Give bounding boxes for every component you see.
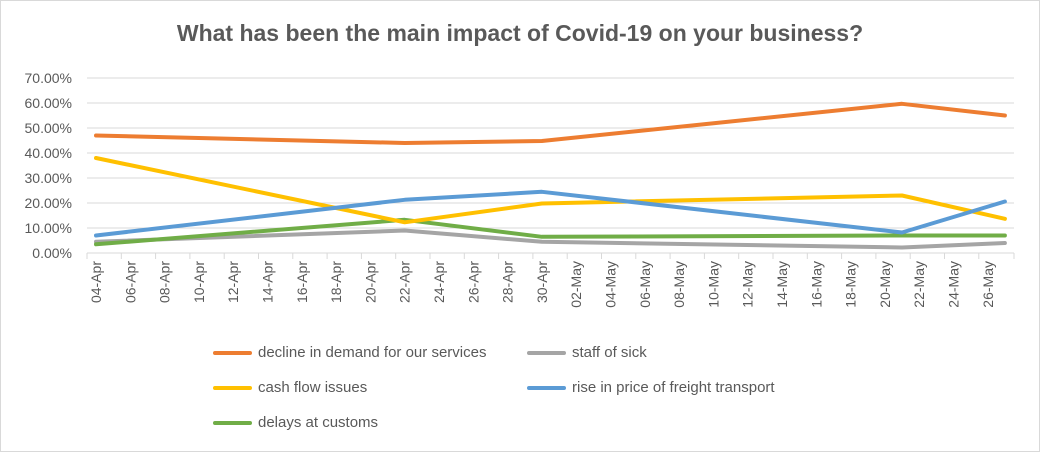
x-tick-label: 22-Apr xyxy=(397,261,413,303)
legend-item-3: rise in price of freight transport xyxy=(527,379,775,396)
legend-swatch xyxy=(527,350,566,355)
chart-title: What has been the main impact of Covid-1… xyxy=(176,20,864,46)
legend-label: delays at customs xyxy=(258,414,379,431)
x-tick-label: 16-May xyxy=(808,261,824,308)
legend-item-0: decline in demand for our services xyxy=(213,344,486,361)
x-tick-label: 30-Apr xyxy=(534,261,550,303)
legend-item-1: staff of sick xyxy=(527,344,647,361)
x-tick-label: 22-May xyxy=(911,261,927,308)
x-tick-label: 14-Apr xyxy=(260,261,276,303)
y-tick-label: 30.00% xyxy=(25,170,72,186)
legend-label: decline in demand for our services xyxy=(258,344,487,361)
y-tick-label: 70.00% xyxy=(25,70,72,86)
x-tick-label: 20-May xyxy=(877,261,893,308)
series-line-3 xyxy=(94,189,1007,238)
y-tick-label: 10.00% xyxy=(25,220,72,236)
legend-label: cash flow issues xyxy=(258,379,368,396)
series-line-2 xyxy=(94,156,1007,225)
y-tick-label: 0.00% xyxy=(32,245,72,261)
legend-swatch xyxy=(213,350,252,355)
legend-swatch xyxy=(213,420,252,425)
x-tick-label: 18-Apr xyxy=(328,261,344,303)
x-tick-label: 04-Apr xyxy=(88,261,104,303)
legend-swatch xyxy=(213,385,252,390)
x-tick-label: 12-May xyxy=(740,261,756,308)
y-tick-label: 40.00% xyxy=(25,145,72,161)
legend-swatch xyxy=(527,385,566,390)
x-tick-label: 02-May xyxy=(568,261,584,308)
y-tick-label: 20.00% xyxy=(25,195,72,211)
x-tick-label: 10-May xyxy=(705,261,721,308)
x-tick-label: 20-Apr xyxy=(362,261,378,303)
legend-item-2: cash flow issues xyxy=(213,379,367,396)
x-tick-label: 14-May xyxy=(774,261,790,308)
y-tick-label: 60.00% xyxy=(25,95,72,111)
legend-label: staff of sick xyxy=(572,344,647,361)
x-tick-label: 08-May xyxy=(671,261,687,308)
x-tick-label: 10-Apr xyxy=(191,261,207,303)
x-tick-label: 06-May xyxy=(637,261,653,308)
series-line-0 xyxy=(94,101,1007,145)
x-tick-label: 08-Apr xyxy=(157,261,173,303)
x-tick-label: 26-Apr xyxy=(465,261,481,303)
x-tick-label: 18-May xyxy=(843,261,859,308)
series-line-4 xyxy=(94,217,1007,247)
x-tick-label: 24-Apr xyxy=(431,261,447,303)
x-tick-label: 28-Apr xyxy=(500,261,516,303)
series-line-1 xyxy=(94,228,1007,250)
x-tick-label: 16-Apr xyxy=(294,261,310,303)
y-tick-label: 50.00% xyxy=(25,120,72,136)
x-tick-label: 24-May xyxy=(946,261,962,308)
legend-item-4: delays at customs xyxy=(213,414,378,431)
x-tick-label: 06-Apr xyxy=(122,261,138,303)
x-tick-label: 12-Apr xyxy=(225,261,241,303)
legend-label: rise in price of freight transport xyxy=(572,379,775,396)
x-tick-label: 26-May xyxy=(980,261,996,308)
x-tick-label: 04-May xyxy=(603,261,619,308)
